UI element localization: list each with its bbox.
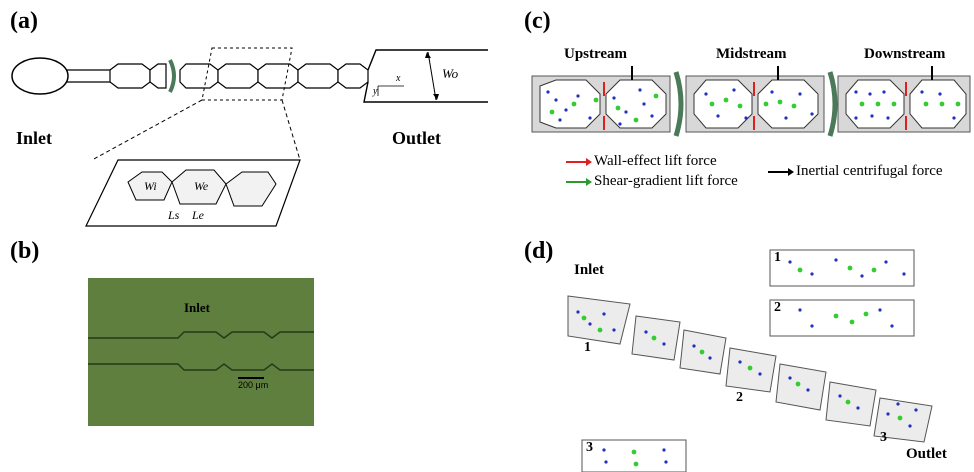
micrograph-channel bbox=[88, 331, 314, 379]
dim-y: y bbox=[373, 86, 378, 97]
panel-a-label: (a) bbox=[10, 8, 38, 34]
inset-3-label: 3 bbox=[586, 440, 593, 455]
dim-ls: Ls bbox=[168, 208, 180, 222]
inset-1-label: 1 bbox=[774, 250, 781, 265]
inset-2-label: 2 bbox=[774, 300, 781, 315]
panel-d-outlet-label: Outlet bbox=[906, 446, 947, 462]
stage-downstream: Downstream bbox=[864, 46, 946, 62]
scale-bar-label: 200 μm bbox=[238, 380, 269, 390]
panel-a-inlet-label: Inlet bbox=[16, 128, 52, 148]
dim-wo: Wo bbox=[442, 66, 459, 81]
marker-2: 2 bbox=[736, 390, 743, 405]
stage-midstream: Midstream bbox=[716, 46, 787, 62]
legend-shear-gradient: Shear-gradient lift force bbox=[594, 173, 738, 189]
marker-3: 3 bbox=[880, 430, 887, 445]
legend-inertial: Inertial centrifugal force bbox=[796, 163, 943, 179]
marker-1: 1 bbox=[584, 340, 591, 355]
panel-d-label: (d) bbox=[524, 238, 554, 264]
dim-le: Le bbox=[192, 208, 204, 222]
panel-a-outlet-label: Outlet bbox=[392, 128, 441, 148]
stage-upstream: Upstream bbox=[564, 46, 628, 62]
micrograph-photo: Inlet 200 μm bbox=[88, 278, 314, 426]
micrograph-inlet-label: Inlet bbox=[184, 300, 210, 315]
panel-d-inlet-label: Inlet bbox=[574, 262, 604, 278]
dim-wi: Wi bbox=[144, 179, 157, 193]
panel-b-label: (b) bbox=[10, 238, 40, 264]
inlet-reservoir bbox=[11, 57, 69, 95]
dim-x: x bbox=[396, 73, 401, 84]
panel-c-label: (c) bbox=[524, 8, 551, 34]
legend-wall-effect: Wall-effect lift force bbox=[594, 153, 717, 169]
dim-we: We bbox=[194, 179, 209, 193]
